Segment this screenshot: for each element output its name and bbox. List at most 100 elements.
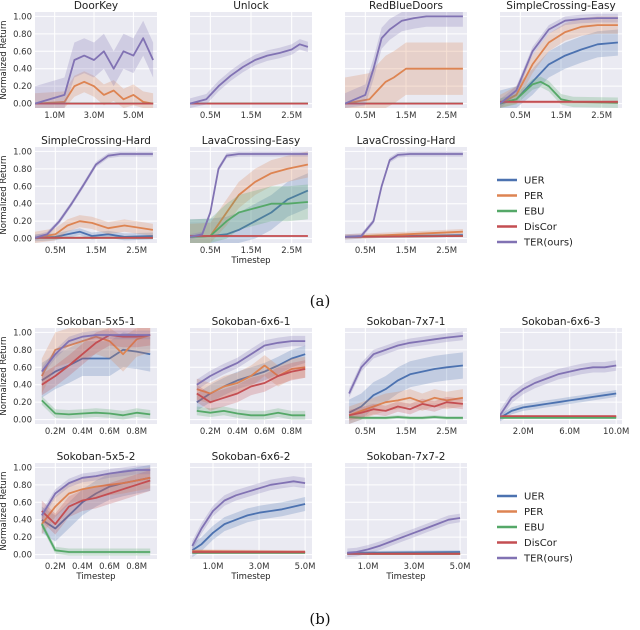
line-ter-ours- (35, 153, 153, 239)
chart-title: SimpleCrossing-Hard (41, 135, 151, 147)
chart-title: SimpleCrossing-Easy (506, 0, 615, 12)
series-group (500, 360, 617, 422)
y-tick-label: 0.20 (13, 217, 32, 227)
y-tick-label: 0.20 (13, 82, 32, 92)
legend-item-uer: UER (497, 176, 545, 187)
x-axis-label: Timestep (230, 256, 270, 266)
x-tick-label: 0.8M (126, 427, 147, 437)
x-tick-label: 1.5M (551, 111, 572, 121)
band-discor (41, 470, 151, 535)
band-uer (190, 173, 308, 243)
chart-title: Sokoban-6x6-1 (212, 316, 291, 328)
y-tick-label: 0.60 (13, 182, 32, 192)
x-tick-label: 0.4M (72, 562, 93, 572)
line-ter-ours- (41, 469, 151, 516)
line-discor (196, 368, 306, 404)
x-tick-label: 1.0M (44, 111, 65, 121)
legend-item-ter-ours-: TER(ours) (497, 238, 573, 249)
y-tick-label: 0.40 (13, 200, 32, 210)
legend-bottom: UER PER EBU DisCor TER(ours) (497, 492, 573, 565)
y-tick-label: 0.00 (13, 100, 32, 110)
y-tick-label: 1.00 (13, 147, 32, 157)
y-tick-label: 0.80 (13, 30, 32, 40)
legend-label: PER (524, 507, 543, 518)
x-tick-label: 5.0M (295, 562, 316, 572)
y-axis-label: Normalized Return (0, 20, 9, 99)
x-tick-label: 1.0M (203, 562, 224, 572)
chart-title: Sokoban-7x7-2 (367, 451, 446, 463)
line-uer (500, 392, 617, 419)
series-group (347, 513, 461, 558)
legend-label: EBU (524, 207, 545, 218)
y-tick-label: 0.40 (13, 381, 32, 391)
x-tick-label: 1.5M (396, 427, 417, 437)
legend-item-per: PER (497, 191, 543, 202)
x-axis-label: Timestep (75, 572, 115, 582)
legend-label: TER(ours) (523, 238, 573, 249)
line-ter-ours- (500, 17, 618, 105)
legend-item-ebu: EBU (497, 523, 545, 534)
x-tick-label: 0.5M (200, 111, 221, 121)
line-ter-ours- (348, 335, 463, 394)
caption-b: (b) (309, 610, 330, 628)
x-tick-label: 3.0M (404, 562, 425, 572)
chart-title: LavaCrossing-Easy (202, 135, 301, 147)
y-axis-label: Normalized Return (0, 336, 9, 415)
legend-item-ebu: EBU (497, 207, 545, 218)
band-per (190, 151, 308, 243)
line-uer (347, 551, 461, 554)
line-per (500, 24, 618, 105)
line-ter-ours- (500, 364, 617, 416)
x-tick-label: 0.2M (200, 427, 221, 437)
x-tick-label: 0.4M (72, 427, 93, 437)
legend-label: UER (524, 492, 545, 503)
band-ter-ours- (190, 39, 308, 108)
panel-simplecrossing-hard: 0.00 0.20 0.40 0.60 0.80 1.00 0.5M 1.5M 2.5M Simp… (0, 135, 157, 256)
y-tick-label: 0.80 (13, 481, 32, 491)
x-tick-label: 0.6M (99, 427, 120, 437)
band-per (35, 215, 153, 243)
x-tick-label: 0.5M (45, 246, 66, 256)
chart-title: Unlock (233, 0, 269, 12)
y-tick-label: 0.60 (13, 498, 32, 508)
panels: 0.00 0.20 0.40 0.60 0.80 1.00 1.0M 3.0M 5.0M Door… (0, 0, 629, 582)
line-per (35, 80, 154, 105)
band-ebu (196, 406, 306, 420)
series-group (40, 328, 151, 420)
line-ter-ours- (191, 480, 306, 547)
x-tick-label: 2.5M (436, 111, 457, 121)
line-ter-ours- (35, 37, 154, 105)
panel-sokoban-6x6-1: 0.2M 0.4M 0.6M 0.8M Sokoban-6x6-1 (190, 316, 312, 437)
line-ebu (40, 523, 151, 553)
series-group (40, 464, 151, 556)
line-discor (348, 401, 463, 417)
panel-sokoban-6x6-2: 1.0M 3.0M 5.0M Sokoban-6x6-2 Timestep (190, 451, 316, 582)
band-uer (349, 352, 463, 424)
x-tick-label: 2.5M (591, 111, 612, 121)
x-tick-label: 5.0M (123, 111, 144, 121)
x-tick-label: 1.0M (358, 562, 379, 572)
y-axis-label: Normalized Return (0, 155, 9, 234)
x-tick-label: 2.5M (281, 246, 302, 256)
line-ebu (349, 416, 463, 419)
plot-area (345, 463, 467, 559)
panel-lavacrossing-hard: 0.5M 1.5M 2.5M LavaCrossing-Hard (345, 135, 467, 256)
x-tick-label: 0.4M (227, 427, 248, 437)
line-uer (41, 348, 151, 382)
legend-label: UER (524, 176, 545, 187)
x-tick-label: 1.5M (396, 246, 417, 256)
plot-area (35, 12, 157, 108)
chart-title: Sokoban-5x5-2 (57, 451, 136, 463)
line-ebu (190, 201, 308, 238)
band-per (345, 42, 463, 108)
line-per (41, 476, 151, 525)
panel-sokoban-5x5-2: 0.00 0.20 0.40 0.60 0.80 1.00 0.2M 0.4M 0.6M 0.8M… (0, 451, 157, 582)
series-group (345, 151, 463, 240)
chart-title: Sokoban-7x7-1 (367, 316, 446, 328)
chart-title: DoorKey (74, 0, 118, 12)
series-group (35, 20, 154, 108)
series-group (348, 331, 464, 424)
x-tick-label: 1.5M (396, 111, 417, 121)
x-tick-label: 0.5M (200, 246, 221, 256)
